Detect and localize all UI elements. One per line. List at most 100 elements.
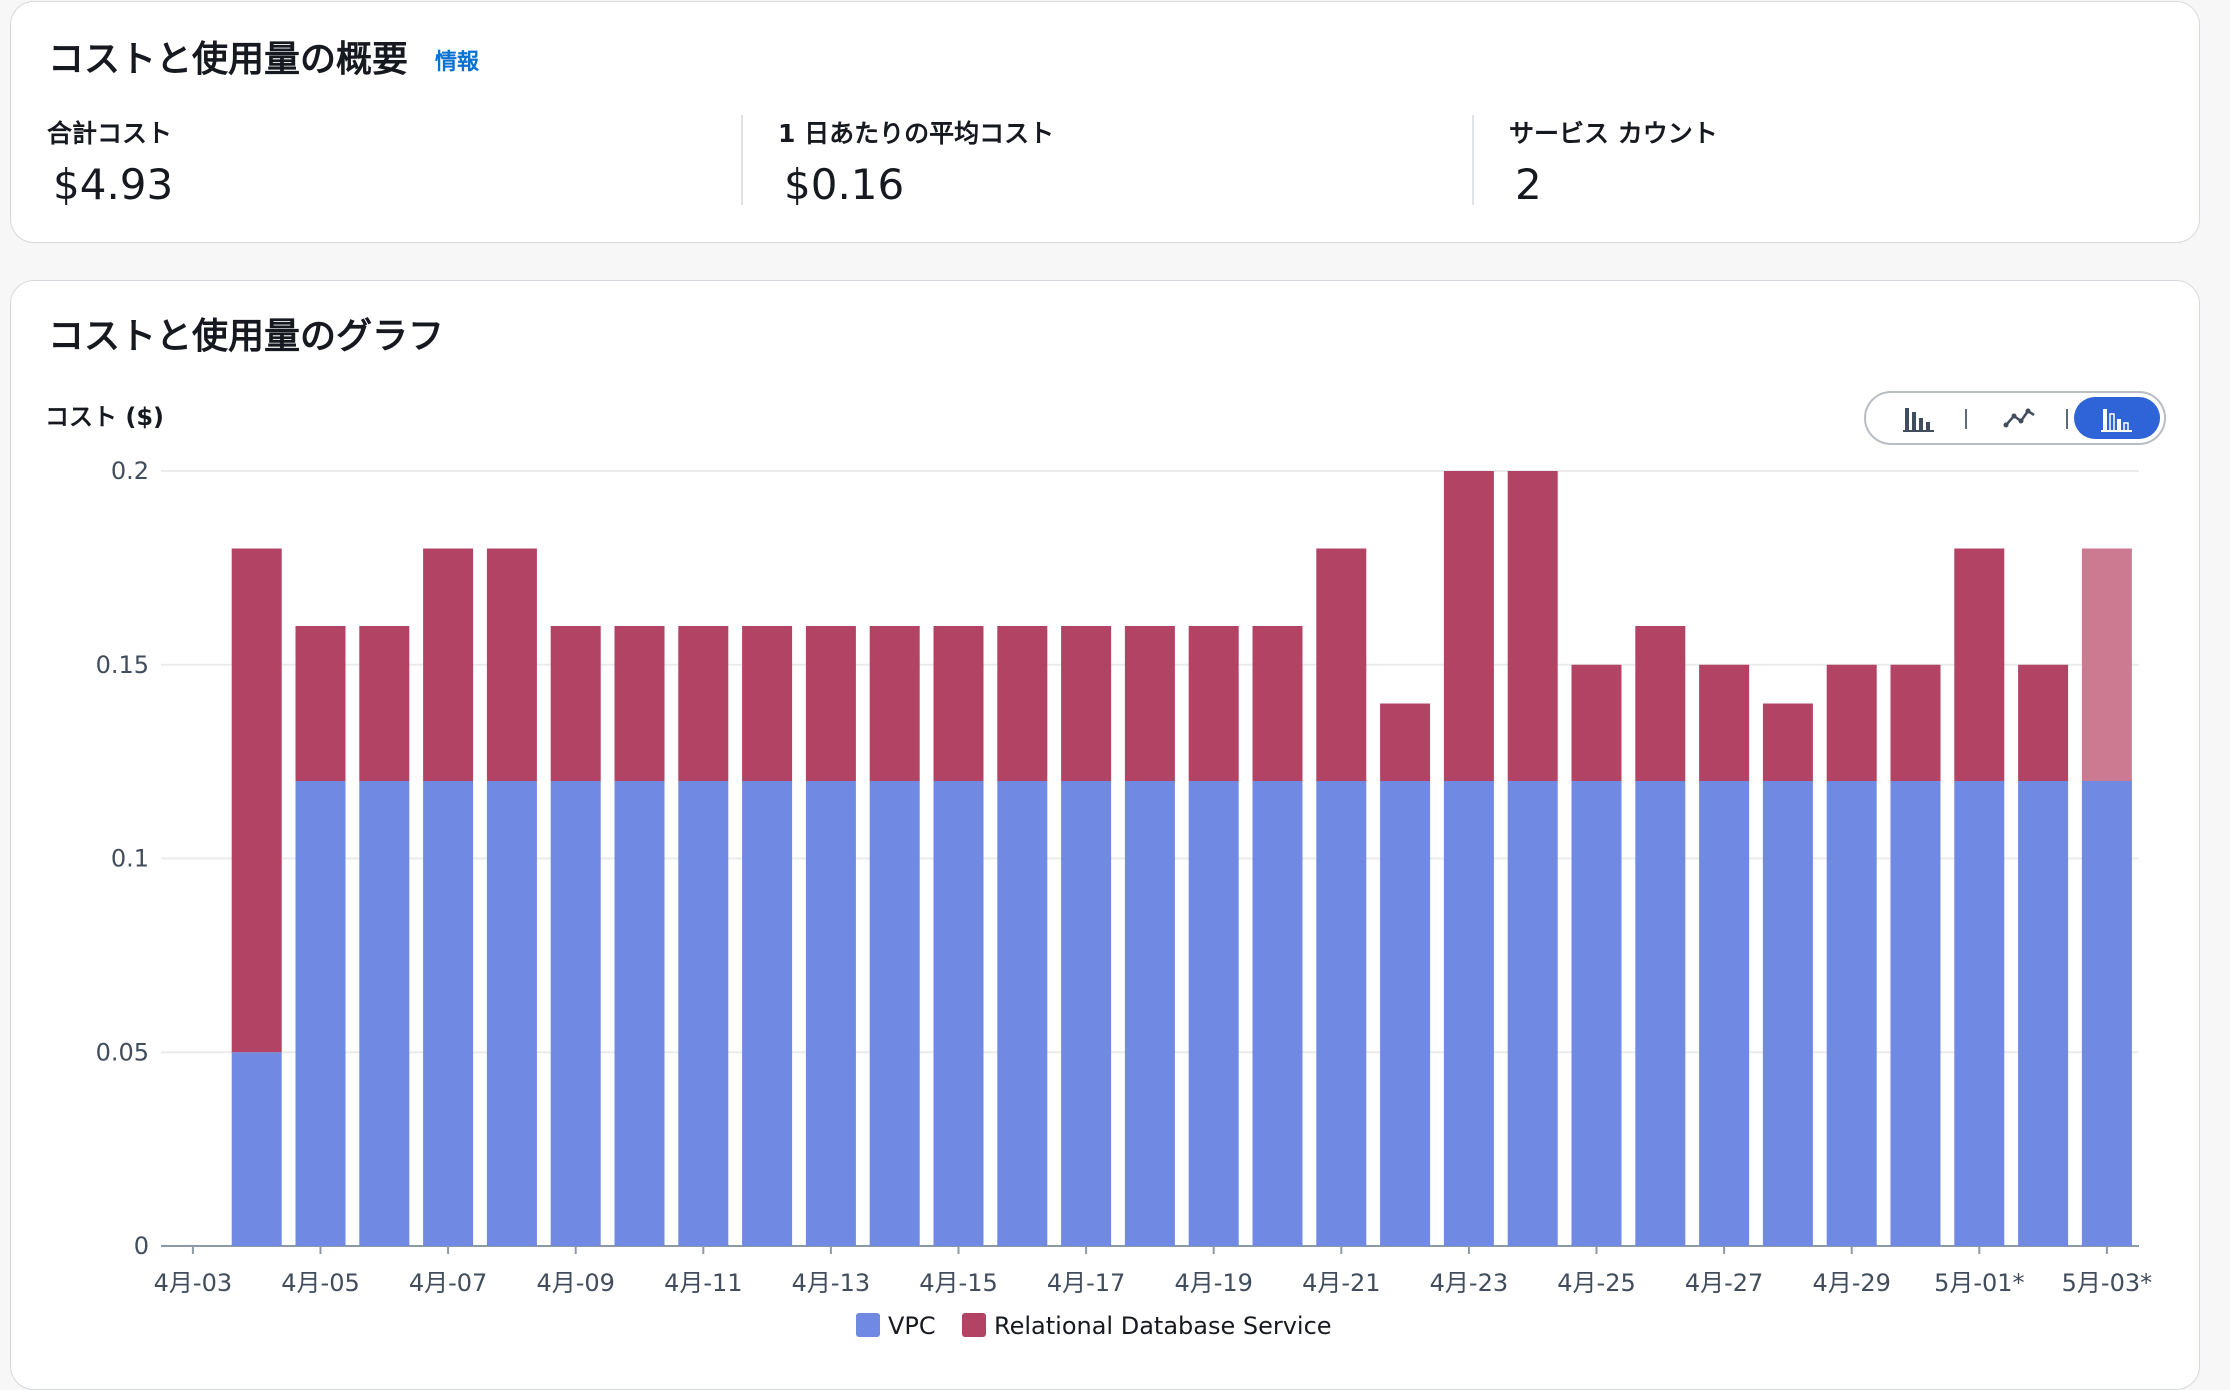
bar-vpc [486, 781, 537, 1246]
bar-rds [997, 626, 1048, 781]
info-link[interactable]: 情報 [435, 50, 480, 75]
bar-rds [1443, 471, 1494, 781]
metric-total-cost: 合計コスト $4.93 [47, 114, 173, 209]
bar-vpc [933, 781, 984, 1246]
bar-vpc [295, 781, 346, 1246]
bar-vpc [359, 781, 410, 1246]
bar-vpc [2081, 781, 2132, 1246]
legend-label-vpc: VPC [888, 1312, 936, 1340]
legend-swatch-vpc [856, 1313, 880, 1337]
bar-chart-button[interactable] [1876, 397, 1962, 439]
bar-vpc [1699, 781, 1750, 1246]
bar-rds [423, 548, 474, 781]
bar-rds [1316, 548, 1367, 781]
x-tick-label: 4月-11 [664, 1269, 742, 1297]
bar-rds [231, 548, 282, 1053]
bar-rds [1635, 626, 1686, 781]
line-chart-button[interactable] [1977, 397, 2063, 439]
x-tick-label: 4月-03 [154, 1269, 232, 1297]
x-tick-label: 5月-03* [2062, 1269, 2152, 1297]
line-chart-icon [2003, 408, 2035, 428]
bar-vpc [1507, 781, 1558, 1246]
bar-rds [869, 626, 920, 781]
x-tick-label: 4月-13 [792, 1269, 870, 1297]
metric-value: $0.16 [784, 160, 905, 209]
bar-rds [1826, 664, 1877, 781]
bar-vpc [231, 1052, 282, 1246]
metric-label: 1 日あたりの平均コスト [778, 119, 1055, 148]
x-tick-label: 4月-21 [1302, 1269, 1380, 1297]
metric-divider [1472, 115, 1474, 205]
bar-rds [614, 626, 665, 781]
legend-swatch-rds [962, 1313, 986, 1337]
bar-vpc [2018, 781, 2069, 1246]
bar-vpc [550, 781, 601, 1246]
bar-vpc [742, 781, 793, 1246]
y-tick-label: 0.05 [96, 1038, 149, 1066]
bar-vpc [1890, 781, 1941, 1246]
stacked-bar-chart-icon [2101, 409, 2132, 432]
x-tick-label: 5月-01* [1934, 1269, 2024, 1297]
x-tick-label: 4月-17 [1047, 1269, 1125, 1297]
bar-vpc [1954, 781, 2005, 1246]
bar-rds [742, 626, 793, 781]
metric-average-daily-cost: 1 日あたりの平均コスト $0.16 [778, 114, 1054, 209]
metric-divider [741, 115, 743, 205]
bar-rds [1954, 548, 2005, 781]
bar-rds [1252, 626, 1303, 781]
bar-rds [1188, 626, 1239, 781]
bar-vpc [1188, 781, 1239, 1246]
bar-vpc [1252, 781, 1303, 1246]
x-tick-label: 4月-23 [1430, 1269, 1508, 1297]
bar-rds [1124, 626, 1175, 781]
bar-rds [359, 626, 410, 781]
toggle-separator [2066, 409, 2068, 429]
bar-vpc [1443, 781, 1494, 1246]
bar-rds [486, 548, 537, 781]
bar-rds [1890, 664, 1941, 781]
x-tick-label: 4月-15 [919, 1269, 997, 1297]
bar-chart-icon [1903, 408, 1934, 432]
bar-vpc [869, 781, 920, 1246]
cost-usage-summary-card: コストと使用量の概要 情報 合計コスト $4.93 1 日あたりの平均コスト $… [10, 1, 2200, 243]
bar-vpc [1571, 781, 1622, 1246]
x-tick-label: 4月-19 [1174, 1269, 1252, 1297]
bar-rds [805, 626, 856, 781]
x-tick-label: 4月-27 [1685, 1269, 1763, 1297]
stacked-bar-chart-button[interactable] [2074, 397, 2160, 439]
bar-rds [1571, 664, 1622, 781]
x-tick-label: 4月-29 [1812, 1269, 1890, 1297]
y-axis-label: コスト ($) [45, 403, 164, 431]
chart-type-toggle [1864, 391, 2166, 445]
x-tick-label: 4月-07 [409, 1269, 487, 1297]
bar-rds [933, 626, 984, 781]
bar-vpc [1826, 781, 1877, 1246]
bar-rds [2018, 664, 2069, 781]
bar-vpc [1124, 781, 1175, 1246]
x-tick-label: 4月-09 [536, 1269, 614, 1297]
bar-rds [2081, 548, 2132, 781]
bar-rds [1507, 471, 1558, 781]
bar-vpc [1316, 781, 1367, 1246]
y-tick-label: 0.15 [96, 651, 149, 679]
x-tick-label: 4月-05 [281, 1269, 359, 1297]
bar-vpc [997, 781, 1048, 1246]
summary-title: コストと使用量の概要 [48, 39, 409, 80]
x-tick-label: 4月-25 [1557, 1269, 1635, 1297]
y-tick-label: 0 [134, 1232, 149, 1260]
bar-rds [1061, 626, 1112, 781]
stacked-bar-chart: 0 0.05 0.1 0.15 0.2 4月-03 4月-05 4月-07 4月-09 4月-11… [96, 457, 2153, 1340]
bar-vpc [678, 781, 729, 1246]
bar-vpc [1380, 781, 1431, 1246]
y-tick-label: 0.1 [111, 845, 149, 873]
cost-usage-chart-card: コストと使用量のグラフ コスト ($) [10, 280, 2200, 1390]
metric-value: 2 [1515, 160, 1542, 209]
bar-vpc [423, 781, 474, 1246]
metric-service-count: サービス カウント 2 [1509, 114, 1718, 209]
metric-label: 合計コスト [47, 119, 173, 148]
toggle-separator [1965, 409, 1967, 429]
chart-title: コストと使用量のグラフ [48, 316, 445, 357]
bar-rds [678, 626, 729, 781]
bar-rds [1380, 703, 1431, 781]
bar-vpc [1762, 781, 1813, 1246]
